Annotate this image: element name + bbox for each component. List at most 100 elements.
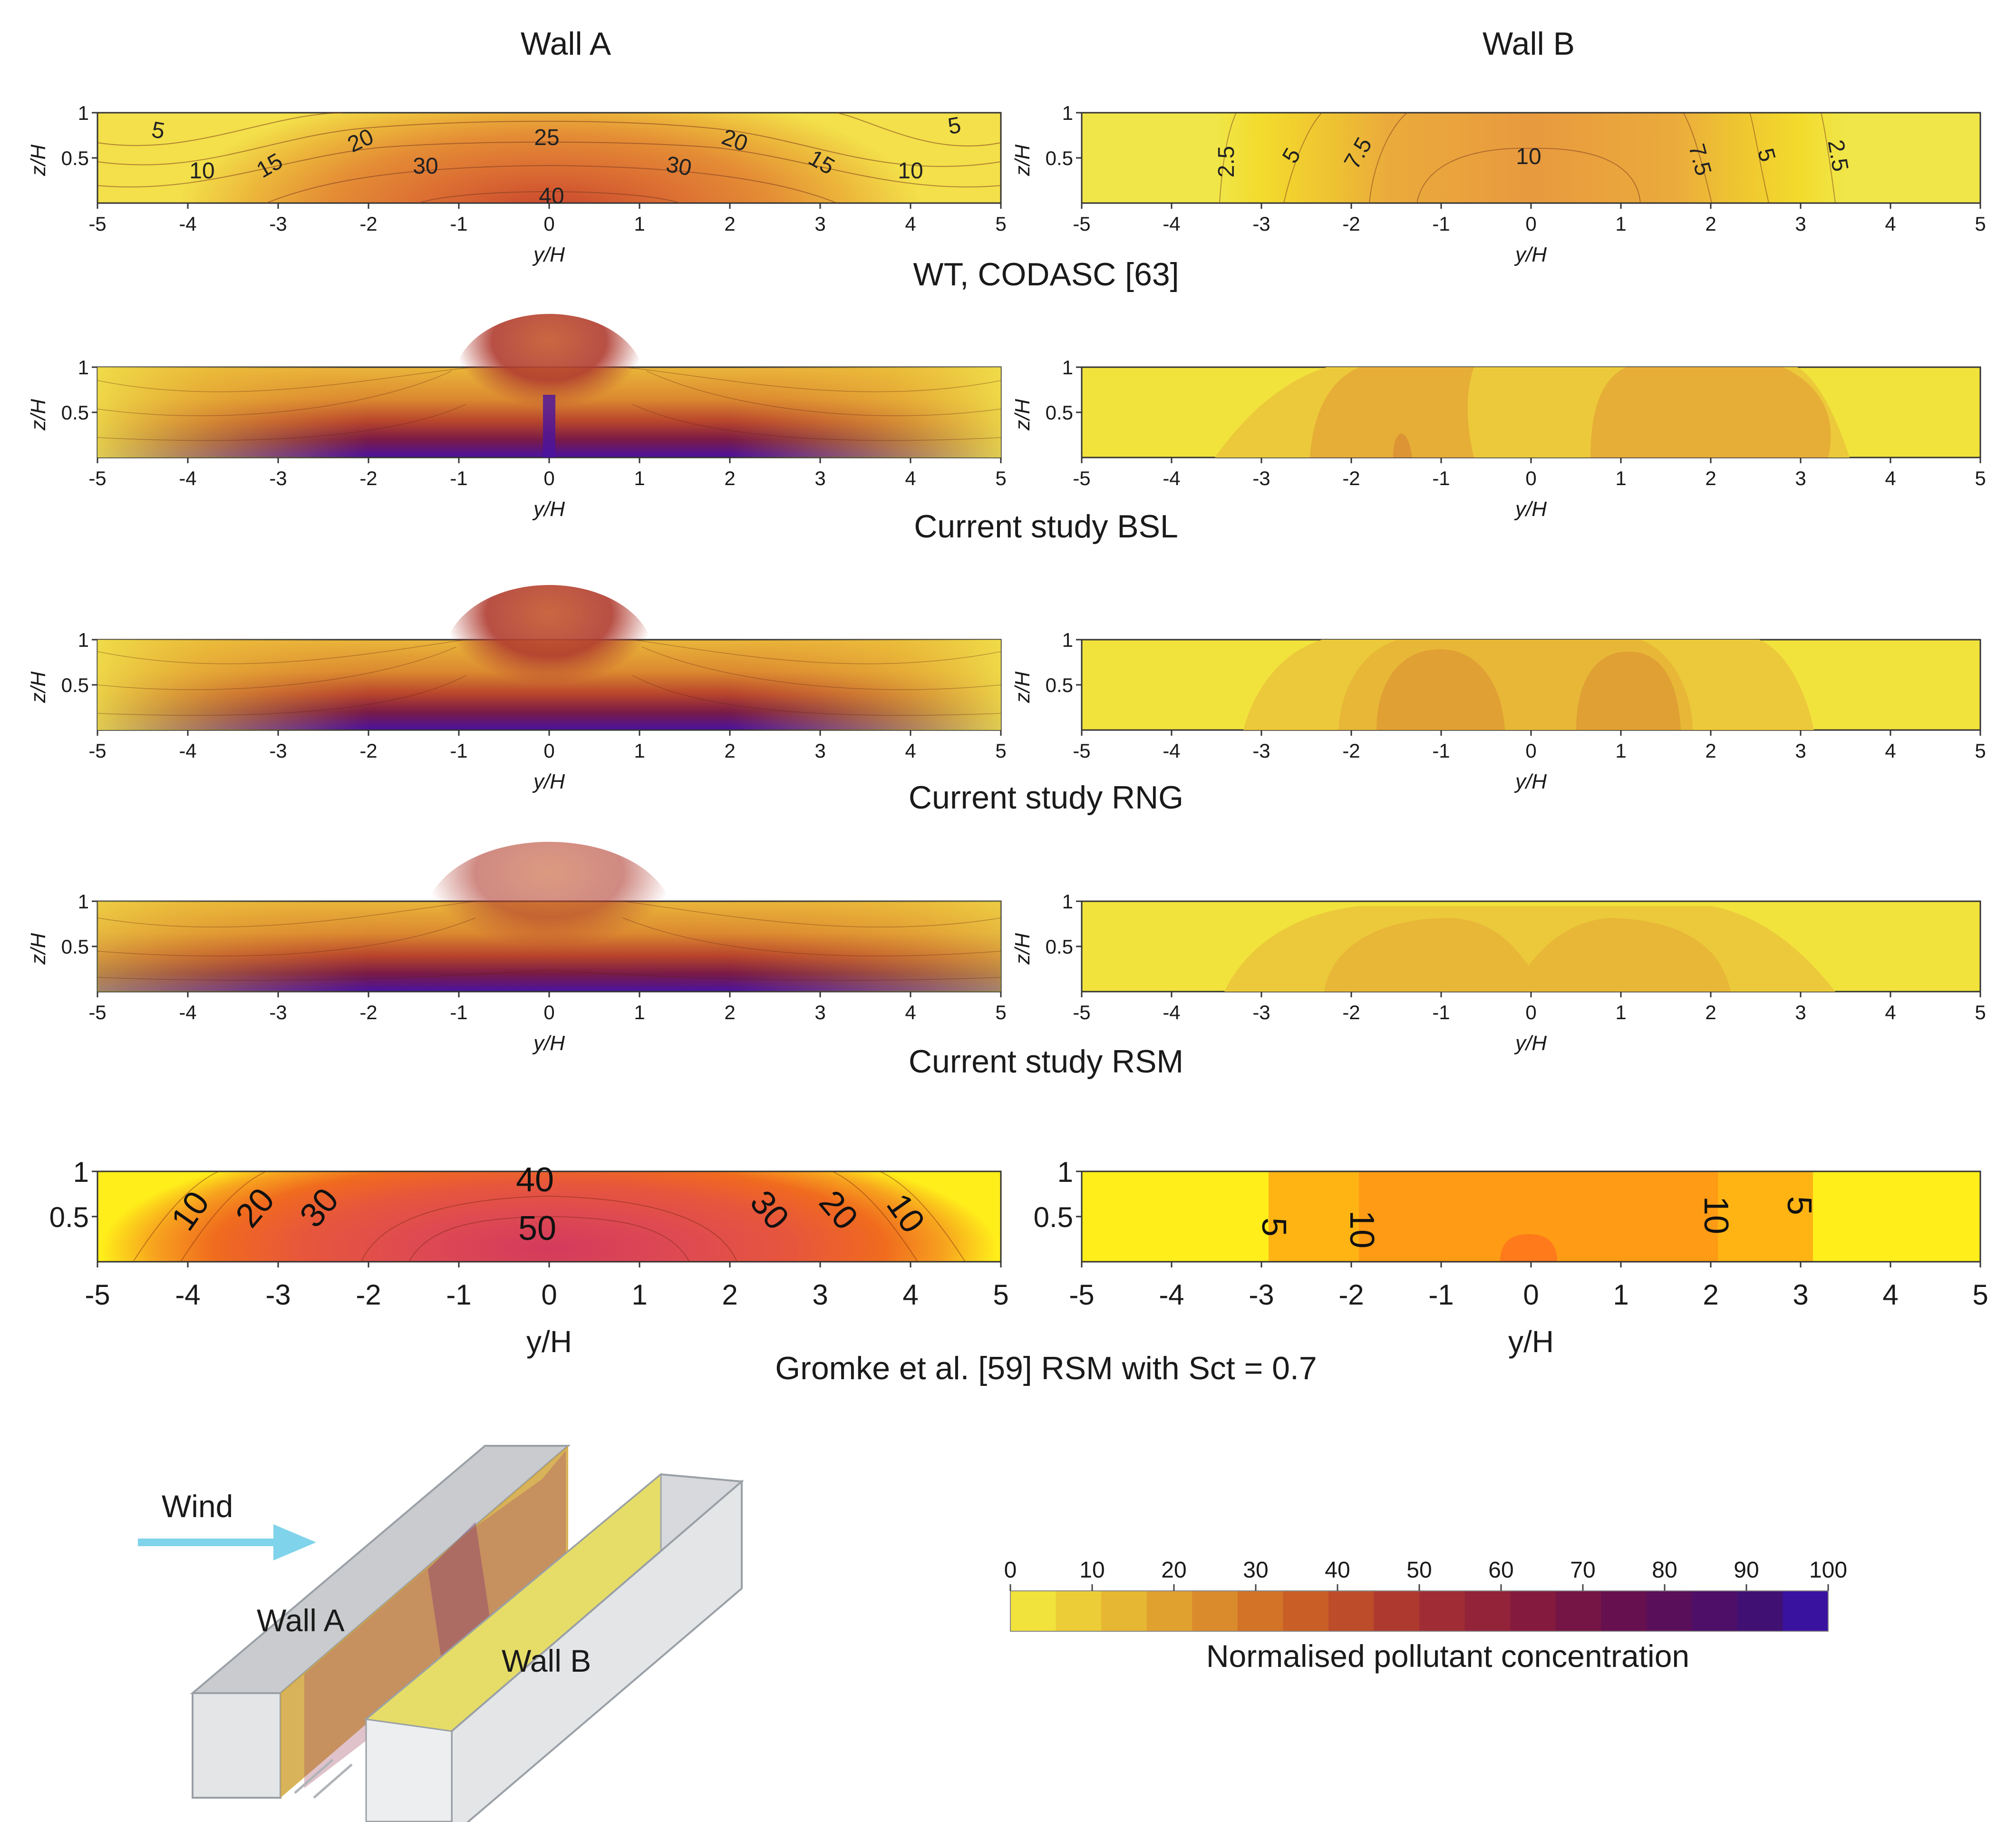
panel-wt-wall-b: 2.5 5 7.5 10 7.5 5 2.5 — [1081, 112, 1981, 204]
x-tick-label: -5 — [88, 1001, 106, 1023]
y-axis-label: z/H — [27, 145, 50, 176]
x-tick-label: 3 — [1795, 467, 1806, 489]
y-tick-label: 0.5 — [1046, 401, 1073, 424]
x-tick-label: -2 — [356, 1279, 381, 1311]
x-tick-label: -3 — [1252, 213, 1270, 235]
x-tick-label: 1 — [1613, 1279, 1628, 1311]
y-tick-label: 1 — [73, 1156, 89, 1188]
x-tick-label: 1 — [1615, 467, 1626, 489]
panel-rng-wall-b — [1081, 639, 1981, 731]
x-tick-label: 2 — [722, 1279, 737, 1311]
colorbar-cell — [1464, 1591, 1511, 1631]
x-tick-label: 3 — [1795, 213, 1806, 235]
y-axis-label: z/H — [27, 399, 50, 431]
x-tick-label: -1 — [1432, 1001, 1450, 1023]
colorbar-cell — [1510, 1591, 1556, 1631]
diagram-wall-b-label: Wall B — [502, 1643, 591, 1678]
x-tick-label: 5 — [1975, 740, 1986, 762]
x-axis-label: y/H — [1514, 1032, 1547, 1055]
colorbar-cell — [1056, 1591, 1102, 1631]
contour-label: 50 — [518, 1209, 556, 1247]
x-tick-label: 4 — [905, 467, 916, 489]
x-tick-label: 3 — [1795, 740, 1806, 762]
x-tick-label: 1 — [1615, 1001, 1626, 1023]
contour-label: 5 — [1780, 1196, 1818, 1215]
colorbar-tick-label: 40 — [1325, 1558, 1350, 1583]
x-tick-label: 0 — [1525, 1001, 1536, 1023]
x-tick-label: 3 — [814, 1001, 825, 1023]
colorbar-cell — [1146, 1591, 1193, 1631]
x-tick-label: 4 — [1882, 1279, 1898, 1311]
x-tick-label: -4 — [1163, 213, 1180, 235]
x-axis-label: y/H — [1514, 243, 1547, 266]
x-tick-label: 4 — [902, 1279, 918, 1311]
x-tick-label: -5 — [88, 467, 106, 489]
y-axis-label: z/H — [1011, 672, 1034, 703]
y-tick-label: 1 — [1062, 102, 1073, 124]
x-tick-label: 5 — [1975, 213, 1986, 235]
x-tick-label: 5 — [1975, 1001, 1986, 1023]
colorbar-cell — [1283, 1591, 1329, 1631]
x-tick-label: 0 — [543, 1001, 554, 1023]
x-tick-label: 5 — [1972, 1279, 1988, 1311]
x-tick-label: 0 — [1523, 1279, 1539, 1311]
x-tick-label: -3 — [1252, 467, 1270, 489]
x-tick-label: -3 — [1252, 1001, 1270, 1023]
colorbar-tick-label: 70 — [1570, 1558, 1595, 1583]
x-tick-label: -2 — [359, 1001, 377, 1023]
x-axis-label: y/H — [532, 1032, 565, 1055]
x-tick-label: -2 — [1338, 1279, 1364, 1311]
x-tick-label: 4 — [905, 740, 916, 762]
x-tick-label: -1 — [1428, 1279, 1454, 1311]
x-tick-label: -2 — [1342, 467, 1360, 489]
x-tick-label: -1 — [1432, 467, 1450, 489]
x-tick-label: -3 — [269, 213, 287, 235]
x-tick-label: 2 — [724, 740, 735, 762]
x-tick-label: 0 — [1525, 740, 1536, 762]
x-tick-label: -4 — [1163, 1001, 1180, 1023]
x-tick-label: 3 — [1793, 1279, 1808, 1311]
x-tick-label: 2 — [724, 1001, 735, 1023]
y-tick-label: 1 — [1057, 1156, 1073, 1188]
x-tick-label: -1 — [450, 467, 467, 489]
x-tick-label: 1 — [634, 467, 645, 489]
wall-b-title: Wall B — [1483, 26, 1575, 62]
row-title-wt: WT, CODASC [63] — [913, 256, 1179, 292]
y-tick-label: 1 — [78, 890, 89, 913]
x-tick-label: -4 — [179, 1001, 196, 1023]
x-tick-label: 5 — [995, 467, 1006, 489]
x-tick-label: 3 — [814, 740, 825, 762]
x-tick-label: 2 — [1705, 213, 1716, 235]
x-tick-label: -4 — [1159, 1279, 1184, 1311]
contour-label: 10 — [1343, 1210, 1381, 1248]
colorbar-tick-label: 20 — [1161, 1558, 1186, 1583]
contour-label: 40 — [516, 1161, 554, 1199]
contour-label: 2.5 — [1214, 146, 1239, 178]
x-tick-label: 2 — [1705, 1001, 1716, 1023]
x-tick-label: 2 — [1705, 740, 1716, 762]
x-tick-label: 0 — [543, 740, 554, 762]
x-axis-label: y/H — [1514, 770, 1547, 793]
y-axis-label: z/H — [1011, 145, 1034, 176]
x-tick-label: 4 — [1885, 1001, 1896, 1023]
x-tick-label: -1 — [446, 1279, 471, 1311]
x-tick-label: -4 — [1163, 467, 1180, 489]
x-tick-label: 0 — [543, 213, 554, 235]
x-tick-label: 3 — [814, 213, 825, 235]
contour-label: 40 — [539, 184, 564, 209]
x-tick-label: 4 — [1885, 467, 1896, 489]
y-tick-label: 1 — [78, 356, 89, 379]
colorbar-cell — [1237, 1591, 1284, 1631]
colorbar-cell — [1692, 1591, 1738, 1631]
contour-label: 10 — [189, 158, 214, 184]
x-tick-label: -5 — [1073, 213, 1090, 235]
colorbar-tick-label: 60 — [1488, 1558, 1513, 1583]
x-tick-label: -5 — [1073, 1001, 1090, 1023]
y-tick-label: 0.5 — [1034, 1201, 1073, 1233]
x-tick-label: 3 — [814, 467, 825, 489]
row-title-gromke: Gromke et al. [59] RSM with Sct = 0.7 — [775, 1350, 1317, 1386]
x-tick-label: 1 — [631, 1279, 647, 1311]
panel-rng-wall-a — [97, 585, 1002, 731]
y-axis-label: z/H — [27, 933, 50, 965]
